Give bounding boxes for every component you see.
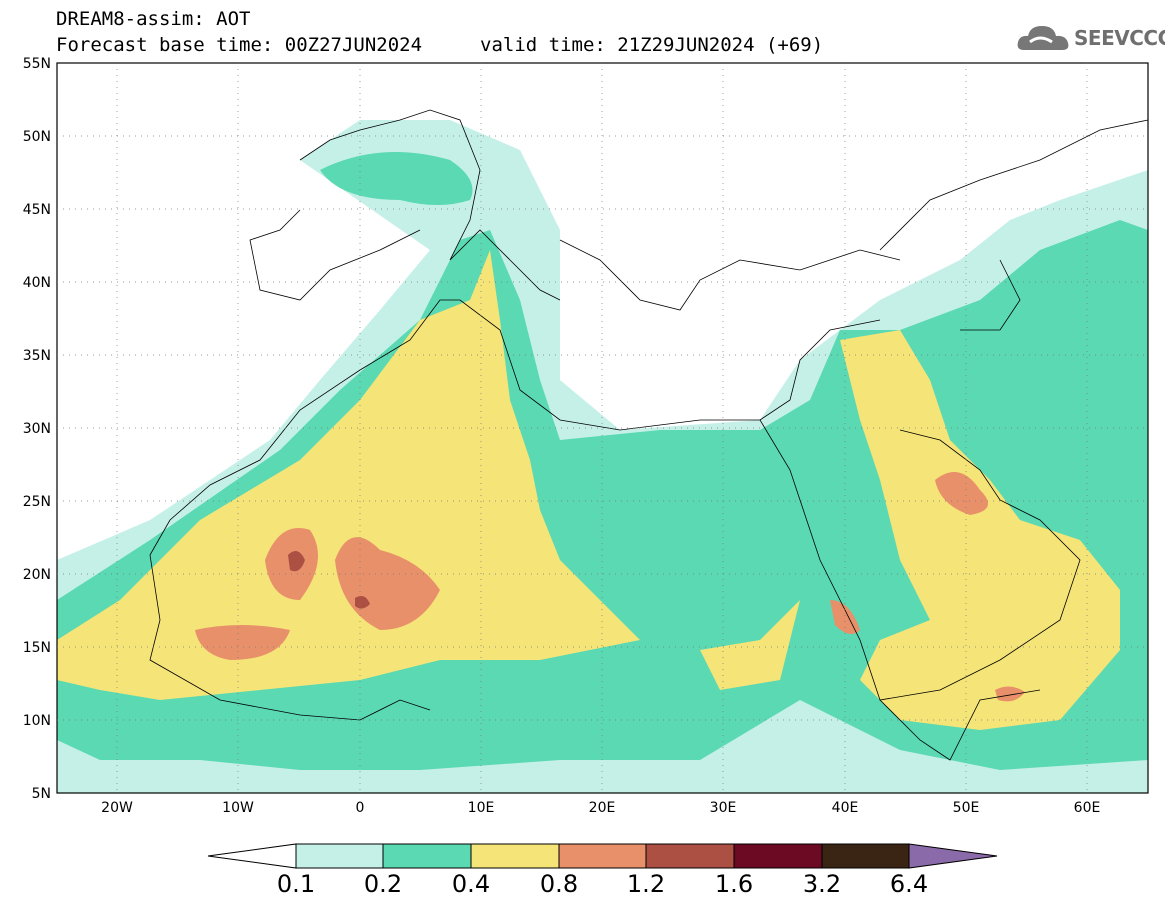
aot-band-0.4 bbox=[57, 250, 640, 700]
colorbar-label: 0.4 bbox=[451, 870, 491, 898]
colorbar-segment bbox=[733, 843, 823, 869]
colorbar-segment bbox=[821, 843, 910, 869]
seevccc-logo: SEEVCCC bbox=[1016, 20, 1165, 56]
lat-label: 15N bbox=[23, 640, 51, 656]
lon-label: 20E bbox=[589, 800, 616, 816]
lon-label: 0 bbox=[356, 800, 365, 816]
lat-label: 35N bbox=[23, 348, 51, 364]
colorbar-label: 0.2 bbox=[363, 870, 403, 898]
colorbar-label: 1.2 bbox=[626, 870, 666, 898]
aot-band-1.2 bbox=[288, 551, 305, 572]
map-title: DREAM8-assim: AOT bbox=[56, 8, 251, 30]
lon-label: 10W bbox=[222, 800, 254, 816]
colorbar-under-arrow bbox=[207, 843, 297, 869]
lon-label: 30E bbox=[710, 800, 737, 816]
logo-text: SEEVCCC bbox=[1074, 26, 1165, 50]
colorbar-segment bbox=[558, 843, 647, 869]
colorbar-label: 3.2 bbox=[802, 870, 842, 898]
colorbar-segment bbox=[470, 843, 560, 869]
colorbar-over-arrow bbox=[908, 843, 998, 869]
colorbar-segment bbox=[645, 843, 735, 869]
lat-label: 10N bbox=[23, 713, 51, 729]
lat-label: 55N bbox=[23, 56, 51, 72]
coastlines bbox=[149, 109, 1148, 761]
lon-label: 40E bbox=[832, 800, 859, 816]
colorbar-label: 0.8 bbox=[539, 870, 579, 898]
latitude-labels: 55N 50N 45N 40N 35N 30N 25N 20N 15N 10N … bbox=[23, 56, 51, 802]
forecast-base-time: Forecast base time: 00Z27JUN2024 bbox=[56, 34, 423, 56]
lat-label: 50N bbox=[23, 129, 51, 145]
cloud-icon bbox=[1017, 26, 1069, 50]
lat-label: 20N bbox=[23, 567, 51, 583]
lat-label: 30N bbox=[23, 421, 51, 437]
aot-field bbox=[57, 63, 1148, 793]
longitude-labels: 20W 10W 0 10E 20E 30E 40E 50E 60E bbox=[101, 800, 1100, 816]
lat-label: 25N bbox=[23, 494, 51, 510]
lat-label: 40N bbox=[23, 275, 51, 291]
lon-label: 50E bbox=[953, 800, 980, 816]
lon-label: 60E bbox=[1074, 800, 1101, 816]
colorbar-label: 1.6 bbox=[714, 870, 754, 898]
colorbar bbox=[207, 843, 998, 869]
colorbar-label: 0.1 bbox=[276, 870, 316, 898]
lat-label: 45N bbox=[23, 202, 51, 218]
lon-label: 10E bbox=[468, 800, 495, 816]
lon-label: 20W bbox=[101, 800, 133, 816]
valid-time: valid time: 21Z29JUN2024 (+69) bbox=[480, 34, 824, 56]
colorbar-label: 6.4 bbox=[889, 870, 929, 898]
lat-label: 5N bbox=[32, 786, 51, 802]
colorbar-segment bbox=[382, 843, 472, 869]
colorbar-segment bbox=[295, 843, 384, 869]
